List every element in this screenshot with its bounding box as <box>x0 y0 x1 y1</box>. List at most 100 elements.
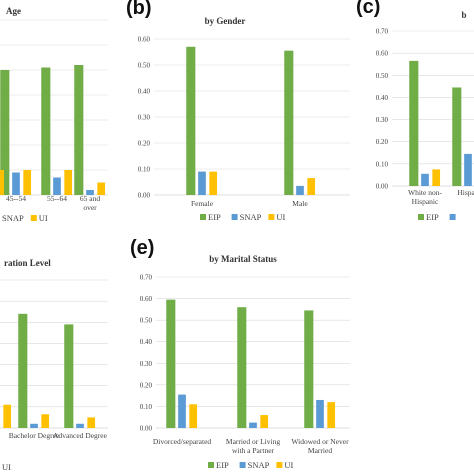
panel-title: ration Level <box>4 258 51 268</box>
bar-snap <box>421 173 429 186</box>
y-tick-label: 0.30 <box>138 114 151 122</box>
y-tick-label: 0.40 <box>376 94 389 102</box>
bar-ui <box>87 417 96 428</box>
y-tick-label: 0.00 <box>138 192 151 200</box>
legend-swatch-snap <box>231 214 238 220</box>
category-label: Divorced/separated <box>153 437 212 446</box>
panel-letter: (c) <box>356 0 380 18</box>
bar-eip <box>0 70 10 195</box>
panel-title: by Gender <box>205 16 246 26</box>
category-label: Hispan <box>457 188 474 197</box>
bar-eip <box>18 313 28 428</box>
category-label: Hispanic <box>412 197 439 206</box>
y-tick-label: 0.60 <box>140 295 153 303</box>
y-tick-label: 0.20 <box>140 381 153 389</box>
y-tick-label: 0.40 <box>138 88 151 96</box>
bar-eip <box>166 299 176 428</box>
y-tick-label: 0.10 <box>376 160 389 168</box>
bar-ui <box>64 170 73 195</box>
bar-ui <box>209 171 218 195</box>
category-label: Female <box>191 199 214 208</box>
legend-swatch-snap <box>239 462 246 468</box>
bar-eip <box>74 65 84 195</box>
y-tick-label: 0.30 <box>376 116 389 124</box>
legend-swatch-eip <box>418 214 424 220</box>
category-label: 65 and <box>80 194 100 203</box>
legend-label: EIP <box>208 212 221 222</box>
legend-label: UI <box>276 212 285 222</box>
bar-ui <box>307 178 316 195</box>
panel-title: by Marital Status <box>209 254 277 264</box>
category-label: Married <box>308 446 332 455</box>
y-tick-label: 0.70 <box>140 274 153 282</box>
y-tick-label: 0.50 <box>376 72 389 80</box>
panel-title: Age <box>6 6 21 16</box>
bar-eip <box>186 46 196 195</box>
panel-letter: (b) <box>126 0 152 19</box>
bar-ui <box>41 414 50 428</box>
legend-label: SNAP <box>2 213 24 223</box>
bar-ui <box>189 404 198 428</box>
legend-swatch-ui <box>276 462 283 468</box>
legend-label: SNAP <box>240 212 262 222</box>
bar-eip <box>452 87 462 186</box>
y-tick-label: 0.60 <box>376 50 389 58</box>
chart-panel-b: 0.00 0.10 0.20 0.30 0.40 0.50 0.60 Female Male by… <box>126 0 350 222</box>
bar-ui <box>0 170 4 195</box>
bar-snap <box>53 177 61 195</box>
y-tick-label: 0.10 <box>138 166 151 174</box>
bar-ui <box>3 404 12 428</box>
bar-snap <box>30 423 38 428</box>
category-label: 55--64 <box>47 194 67 203</box>
panel-title: b <box>461 10 466 20</box>
bar-eip <box>64 324 74 428</box>
category-label: Bachelor Degree <box>9 431 60 440</box>
category-label: Widowed or Never <box>291 437 349 446</box>
category-label: over <box>83 203 97 212</box>
legend-label: UI <box>2 462 11 472</box>
panel-letter: (e) <box>130 237 154 259</box>
y-tick-label: 0.00 <box>140 425 153 433</box>
y-tick-label: 0.20 <box>138 140 151 148</box>
bar-ui <box>432 169 441 186</box>
y-tick-label: 0.00 <box>376 183 389 191</box>
legend-swatch-ui <box>268 214 275 220</box>
category-label: Advanced Degree <box>53 431 108 440</box>
y-tick-label: 0.70 <box>376 28 389 36</box>
bar-snap <box>249 422 257 428</box>
bar-snap <box>76 423 84 428</box>
legend-swatch-snap <box>449 214 456 220</box>
bar-ui <box>327 402 336 428</box>
legend-label: SNAP <box>248 460 270 470</box>
bar-snap <box>12 172 20 195</box>
bar-snap <box>464 153 472 186</box>
bar-ui <box>260 415 269 428</box>
bar-eip <box>237 307 247 428</box>
bar-eip <box>284 50 294 196</box>
bar-snap <box>296 185 304 195</box>
legend-label: EIP <box>216 460 229 470</box>
bar-ui <box>97 182 106 195</box>
y-tick-label: 0.10 <box>140 403 153 411</box>
bar-eip <box>41 67 51 195</box>
legend-swatch-ui <box>30 215 37 221</box>
y-tick-label: 0.20 <box>376 138 389 146</box>
category-label: Male <box>292 199 308 208</box>
y-tick-label: 0.40 <box>140 338 153 346</box>
bar-eip <box>304 310 314 428</box>
category-label: Married or Living <box>226 437 280 446</box>
bar-eip <box>409 60 419 187</box>
category-label: with a Partner <box>232 446 275 455</box>
legend-label: UI <box>284 460 293 470</box>
y-tick-label: 0.30 <box>140 360 153 368</box>
y-tick-label: 0.60 <box>138 36 151 44</box>
bar-snap <box>198 171 206 195</box>
chart-panel-c: 0.00 0.10 0.20 0.30 0.40 0.50 0.60 0.70 White no… <box>356 0 474 222</box>
legend-swatch-eip <box>208 462 214 468</box>
y-tick-label: 0.50 <box>140 317 153 325</box>
bar-snap <box>178 394 186 428</box>
legend-swatch-eip <box>200 214 206 220</box>
bar-snap <box>86 190 94 195</box>
